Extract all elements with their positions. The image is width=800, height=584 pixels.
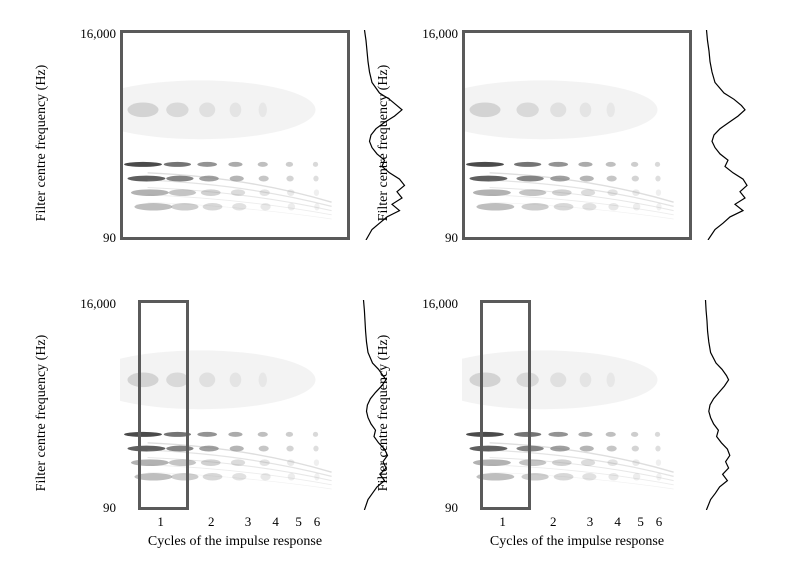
profile-panel <box>704 300 754 510</box>
ytick-top: 16,000 <box>80 26 116 42</box>
y-axis-label: Filter centre frequency (Hz) <box>376 313 392 513</box>
y-axis-label: Filter centre frequency (Hz) <box>34 313 50 513</box>
x-axis-label: Cycles of the impulse response <box>462 534 692 550</box>
ytick-top: 16,000 <box>422 296 458 312</box>
ytick-bottom: 90 <box>103 500 116 516</box>
ytick-top: 16,000 <box>80 296 116 312</box>
highlight-full-panel <box>462 30 692 240</box>
x-axis-label: Cycles of the impulse response <box>120 534 350 550</box>
xtick: 2 <box>208 514 215 530</box>
ytick-bottom: 90 <box>103 230 116 246</box>
highlight-full-panel <box>120 30 350 240</box>
highlight-first-cycle <box>480 300 531 510</box>
y-axis-label: Filter centre frequency (Hz) <box>34 43 50 243</box>
ytick-top: 16,000 <box>422 26 458 42</box>
xtick: 2 <box>550 514 557 530</box>
y-axis-label: Filter centre frequency (Hz) <box>376 43 392 243</box>
xtick: 4 <box>272 514 279 530</box>
xtick: 6 <box>656 514 663 530</box>
ytick-bottom: 90 <box>445 500 458 516</box>
highlight-first-cycle <box>138 300 189 510</box>
xtick: 5 <box>637 514 644 530</box>
xtick: 3 <box>245 514 252 530</box>
xtick: 4 <box>614 514 621 530</box>
xtick: 6 <box>314 514 321 530</box>
xtick: 5 <box>295 514 302 530</box>
ytick-bottom: 90 <box>445 230 458 246</box>
profile-panel <box>704 30 754 240</box>
xtick: 3 <box>587 514 594 530</box>
xtick: 1 <box>499 514 506 530</box>
xtick: 1 <box>157 514 164 530</box>
